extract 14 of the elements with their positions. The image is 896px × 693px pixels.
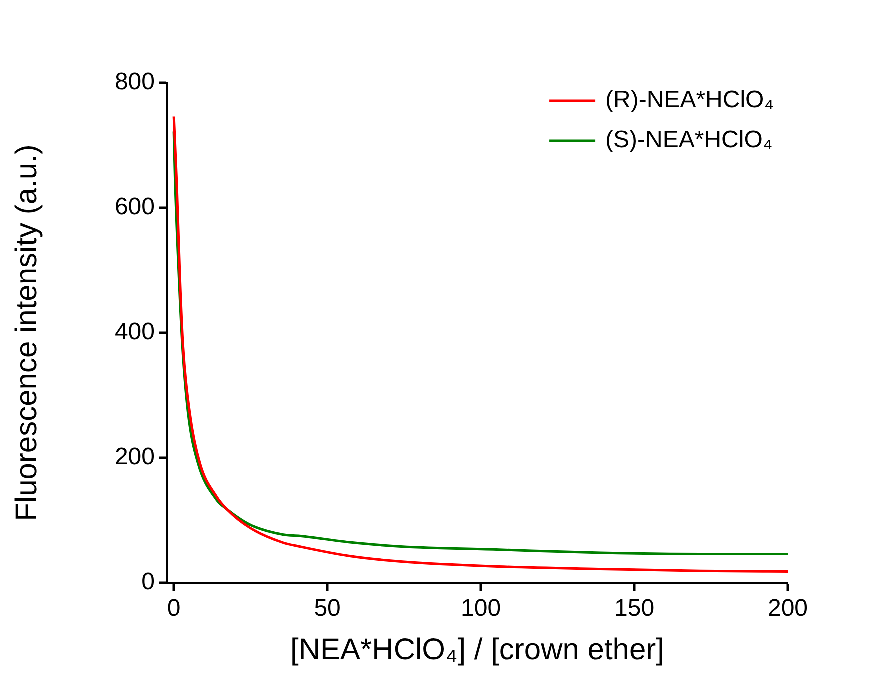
y-tick-label: 0 — [142, 568, 155, 596]
x-tick-label: 150 — [614, 595, 655, 622]
y-tick-label: 800 — [114, 68, 155, 96]
y-tick-label: 400 — [114, 318, 155, 346]
legend-label: (R)-NEA*HClO₄ — [606, 86, 774, 114]
x-tick-label: 200 — [768, 595, 808, 622]
x-tick-label: 0 — [167, 595, 181, 622]
legend-label: (S)-NEA*HClO₄ — [606, 126, 773, 154]
x-tick-label: 100 — [461, 595, 502, 622]
y-axis-title: Fluorescence intensity (a.u.) — [10, 144, 44, 522]
x-tick-label: 50 — [314, 595, 341, 622]
y-tick-label: 600 — [114, 194, 155, 221]
y-tick-label: 200 — [114, 444, 155, 471]
x-axis-title: [NEA*HClO₄] / [crown ether] — [290, 633, 665, 666]
